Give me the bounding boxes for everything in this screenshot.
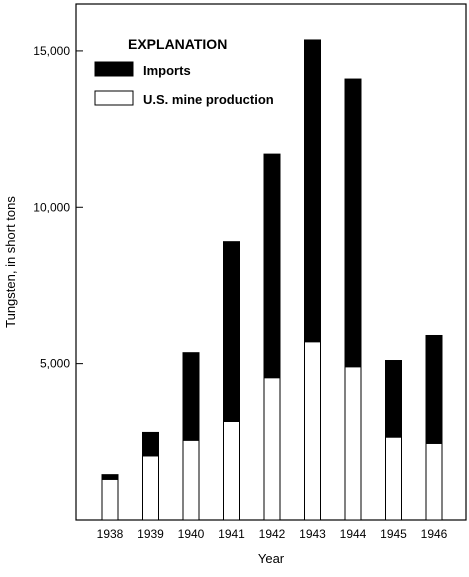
bar-u-s-mine-production-1942	[263, 377, 281, 521]
x-tick-label: 1943	[299, 527, 326, 541]
bar-u-s-mine-production-1946	[425, 442, 443, 521]
legend-label-mine-production: U.S. mine production	[143, 92, 274, 107]
bar-u-s-mine-production-1944	[344, 366, 362, 521]
x-tick-label: 1938	[97, 527, 124, 541]
y-tick-label: 10,000	[33, 200, 70, 214]
x-tick-label: 1946	[421, 527, 448, 541]
bar-u-s-mine-production-1940	[182, 439, 200, 521]
x-tick-label: 1942	[259, 527, 286, 541]
bar-imports-1938	[101, 474, 119, 480]
bar-imports-1939	[142, 431, 159, 457]
y-tick-label: 5,000	[40, 357, 70, 371]
x-axis: 1938 1939 1940 1941 1942 1943 1944 1945 1946	[97, 527, 448, 541]
legend-title: EXPLANATION	[128, 36, 227, 52]
legend-swatch-mine-production	[94, 90, 134, 106]
x-tick-label: 1939	[137, 527, 164, 541]
bar-imports-1940	[182, 352, 200, 441]
x-tick-label: 1941	[218, 527, 245, 541]
bar-imports-1941	[223, 241, 240, 422]
legend-swatch-imports	[94, 61, 134, 77]
x-tick-label: 1945	[380, 527, 407, 541]
bar-u-s-mine-production-1939	[142, 455, 159, 521]
bar-imports-1946	[425, 334, 443, 444]
y-tick-label: 15,000	[33, 44, 70, 58]
bar-u-s-mine-production-1945	[385, 436, 402, 521]
bar-u-s-mine-production-1943	[304, 341, 321, 521]
legend: EXPLANATION Imports U.S. mine production	[94, 36, 274, 107]
bar-series-group	[101, 39, 443, 521]
x-tick-label: 1944	[340, 527, 367, 541]
bar-u-s-mine-production-1941	[223, 420, 240, 521]
y-axis-title: Tungsten, in short tons	[3, 196, 18, 328]
bar-imports-1944	[344, 78, 362, 368]
y-axis: 5,000 10,000 15,000	[33, 44, 83, 371]
x-axis-title: Year	[258, 551, 285, 566]
legend-label-imports: Imports	[143, 63, 191, 78]
bar-imports-1942	[263, 153, 281, 379]
bar-u-s-mine-production-1938	[101, 478, 119, 521]
bar-imports-1943	[304, 39, 321, 343]
bar-imports-1945	[385, 360, 402, 438]
x-tick-label: 1940	[178, 527, 205, 541]
